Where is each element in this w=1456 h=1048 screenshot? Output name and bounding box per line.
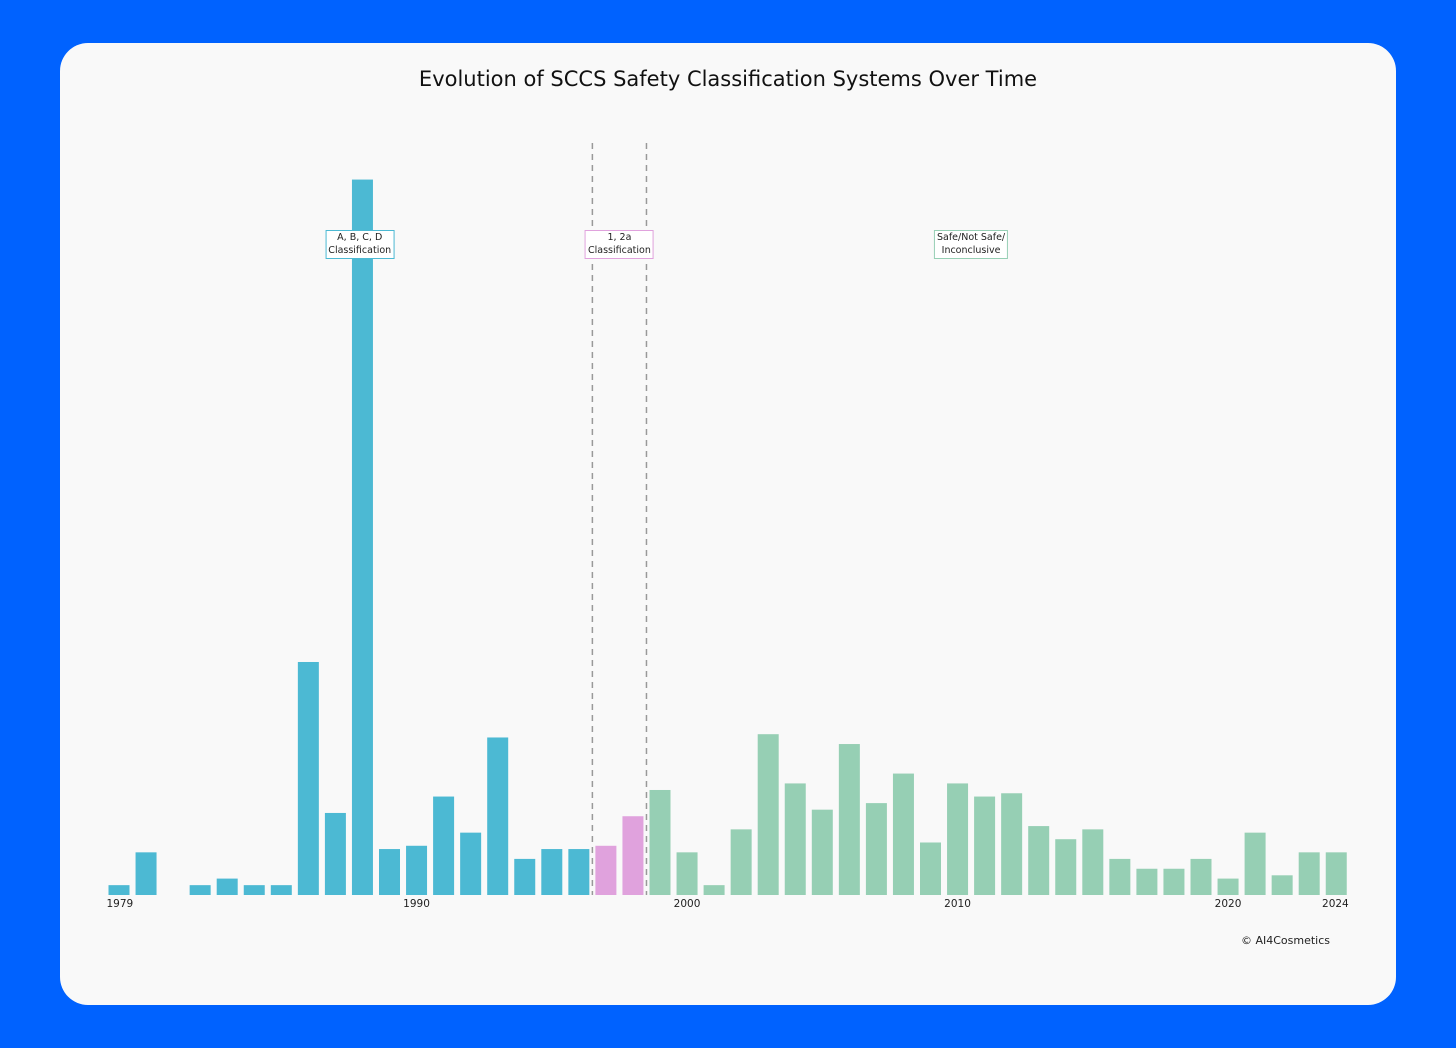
copyright-footer: © AI4Cosmetics bbox=[1240, 934, 1330, 947]
bar-2022 bbox=[1271, 875, 1293, 895]
bar-2011 bbox=[974, 796, 996, 895]
bar-2007 bbox=[865, 803, 887, 895]
tick-label-1979: 1979 bbox=[107, 898, 134, 910]
bar-1993 bbox=[487, 737, 509, 895]
bar-2006 bbox=[838, 744, 860, 895]
annotation-3: Safe/Not Safe/ Inconclusive bbox=[933, 230, 1009, 259]
bar-2004 bbox=[784, 783, 806, 895]
bar-2019 bbox=[1190, 858, 1212, 895]
bar-1988 bbox=[351, 179, 373, 896]
bar-2013 bbox=[1028, 826, 1050, 895]
bar-2024 bbox=[1325, 852, 1347, 895]
bar-1992 bbox=[460, 832, 482, 895]
bar-2017 bbox=[1136, 868, 1158, 895]
bar-2016 bbox=[1109, 858, 1131, 895]
tick-label-1990: 1990 bbox=[403, 898, 430, 910]
bar-1989 bbox=[379, 849, 400, 895]
bar-2012 bbox=[1001, 793, 1023, 895]
bar-1996 bbox=[568, 849, 590, 895]
bar-1998 bbox=[622, 816, 644, 895]
bar-1991 bbox=[433, 796, 455, 895]
annotation-1: A, B, C, D Classification bbox=[325, 230, 395, 259]
bar-2009 bbox=[920, 842, 941, 895]
bar-2000 bbox=[676, 852, 698, 895]
bar-1979 bbox=[108, 885, 130, 895]
bar-2003 bbox=[757, 734, 779, 895]
bar-1980 bbox=[135, 852, 157, 895]
bar-2008 bbox=[892, 773, 914, 895]
bar-1995 bbox=[541, 849, 563, 895]
bar-1999 bbox=[649, 789, 671, 895]
bar-2010 bbox=[947, 783, 969, 895]
bar-2020 bbox=[1217, 878, 1239, 895]
bar-2021 bbox=[1244, 832, 1266, 895]
bar-2014 bbox=[1055, 839, 1077, 895]
bar-2005 bbox=[811, 809, 833, 895]
tick-label-2000: 2000 bbox=[674, 898, 701, 910]
bar-1983 bbox=[216, 878, 238, 895]
tick-label-2010: 2010 bbox=[944, 898, 971, 910]
bar-2001 bbox=[703, 885, 725, 895]
bar-1987 bbox=[324, 812, 346, 895]
bar-2023 bbox=[1298, 852, 1320, 895]
annotation-2: 1, 2a Classification bbox=[584, 230, 654, 259]
tick-label-2024: 2024 bbox=[1322, 898, 1349, 910]
bar-chart: 1979 1990 2000 2010 2020 2024 bbox=[107, 143, 1349, 910]
bar-1982 bbox=[189, 885, 211, 895]
bar-1985 bbox=[270, 885, 292, 895]
bar-2002 bbox=[730, 829, 752, 895]
bar-1986 bbox=[297, 661, 319, 895]
bar-1994 bbox=[514, 858, 536, 895]
bar-1990 bbox=[406, 845, 428, 895]
bar-1997 bbox=[595, 845, 617, 895]
chart-title: Evolution of SCCS Safety Classification … bbox=[418, 67, 1038, 91]
chart-card: Evolution of SCCS Safety Classification … bbox=[60, 43, 1396, 1005]
bar-1984 bbox=[243, 885, 265, 895]
bar-2015 bbox=[1082, 829, 1104, 895]
bar-2018 bbox=[1163, 868, 1185, 895]
tick-label-2020: 2020 bbox=[1215, 898, 1242, 910]
